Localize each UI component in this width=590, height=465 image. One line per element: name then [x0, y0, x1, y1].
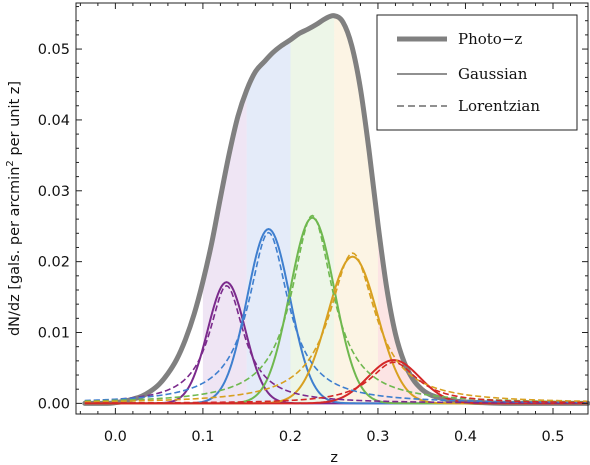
- lorentzian-line-1: [84, 284, 588, 404]
- y-tick-label: 0.05: [38, 42, 70, 58]
- band-5: [377, 224, 422, 404]
- x-axis-title: z: [330, 450, 338, 465]
- legend-label-photo-z: Photo−z: [458, 30, 522, 48]
- y-tick-label: 0.04: [38, 113, 70, 129]
- lorentzian-line-4: [84, 252, 588, 403]
- band-1: [202, 90, 247, 404]
- y-tick-label: 0.01: [38, 326, 70, 342]
- y-tick-label: 0.02: [38, 255, 70, 271]
- lorentzian-curves: [84, 214, 588, 404]
- y-axis-title-tail: per unit z]: [7, 81, 23, 160]
- lorentzian-line-5: [84, 361, 588, 404]
- legend-label-gaussian: Gaussian: [458, 65, 528, 83]
- photo-z-layer: [82, 13, 590, 406]
- band-2: [246, 39, 291, 404]
- legend-label-lorentzian: Lorentzian: [458, 97, 540, 115]
- x-tick-label: 0.0: [104, 429, 127, 445]
- plot-frame: [75, 2, 589, 415]
- x-axis-ticks: 0.0 0.1 0.2 0.3 0.4 0.5: [79, 3, 589, 445]
- y-axis-ticks: 0.00 0.01 0.02 0.03 0.04 0.05: [38, 6, 588, 412]
- photo-z-line: [82, 13, 590, 406]
- band-4: [334, 15, 378, 404]
- lorentzian-line-3: [84, 214, 588, 403]
- y-axis-title: dN/dz [gals. per arcmin2 per unit z]: [5, 81, 23, 336]
- x-tick-label: 0.3: [366, 429, 389, 445]
- y-axis-title-superscript: 2: [5, 160, 16, 166]
- x-tick-label: 0.5: [541, 429, 564, 445]
- legend: Photo−z Gaussian Lorentzian: [376, 14, 578, 131]
- y-tick-label: 0.03: [38, 184, 70, 200]
- x-tick-label: 0.2: [279, 429, 302, 445]
- x-tick-label: 0.4: [454, 429, 477, 445]
- shaded-bands: [202, 15, 422, 404]
- band-3: [290, 15, 335, 404]
- x-tick-label: 0.1: [191, 429, 214, 445]
- y-tick-label: 0.00: [38, 396, 70, 412]
- lorentzian-line-2: [84, 231, 588, 404]
- y-axis-title-main: dN/dz [gals. per arcmin: [7, 167, 23, 336]
- legend-box: [376, 14, 578, 131]
